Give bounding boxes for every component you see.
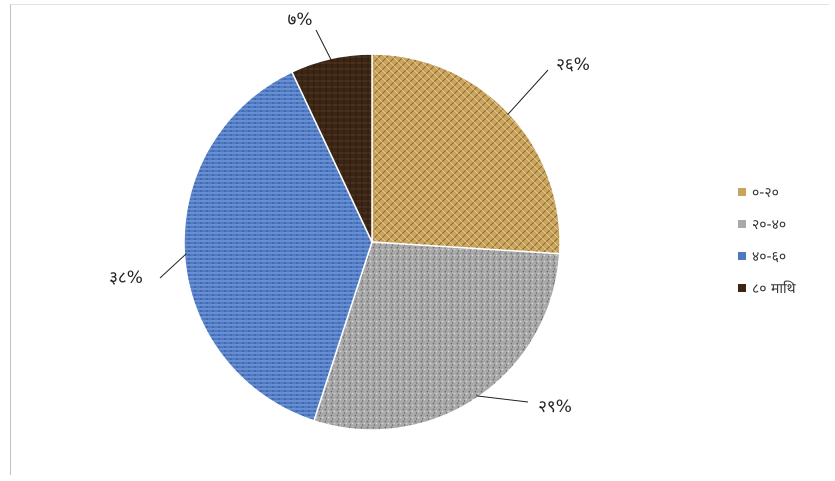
- slice-percent-label: २६%: [556, 55, 590, 75]
- leader-line: [159, 253, 187, 279]
- legend-swatch-0-20: [738, 188, 746, 196]
- pie-slices: [183, 53, 561, 431]
- legend-label: ४०-६०: [752, 248, 787, 265]
- legend-label: ८० माथि: [752, 280, 796, 297]
- legend-item: २०-४०: [738, 212, 796, 236]
- slice-percent-label: ७%: [288, 10, 313, 30]
- slice-0-20: [371, 53, 561, 255]
- legend-label: ०-२०: [752, 184, 779, 201]
- legend: ०-२० २०-४० ४०-६० ८० माथि: [738, 180, 796, 308]
- leader-lines: [159, 29, 549, 403]
- legend-label: २०-४०: [752, 216, 787, 233]
- legend-swatch-80-plus: [738, 284, 746, 292]
- legend-item: ०-२०: [738, 180, 796, 204]
- legend-item: ८० माथि: [738, 276, 796, 300]
- slice-40-60: [183, 70, 373, 422]
- leader-line: [315, 29, 332, 61]
- legend-swatch-40-60: [738, 252, 746, 260]
- slice-percent-label: ३८%: [109, 268, 143, 288]
- legend-item: ४०-६०: [738, 244, 796, 268]
- legend-swatch-20-40: [738, 220, 746, 228]
- slice-labels: २६% २९% ३८% ७%: [109, 10, 590, 417]
- leader-line: [476, 395, 529, 403]
- slice-20-40: [312, 241, 561, 431]
- slice-percent-label: २९%: [538, 397, 572, 417]
- leader-line: [507, 69, 549, 116]
